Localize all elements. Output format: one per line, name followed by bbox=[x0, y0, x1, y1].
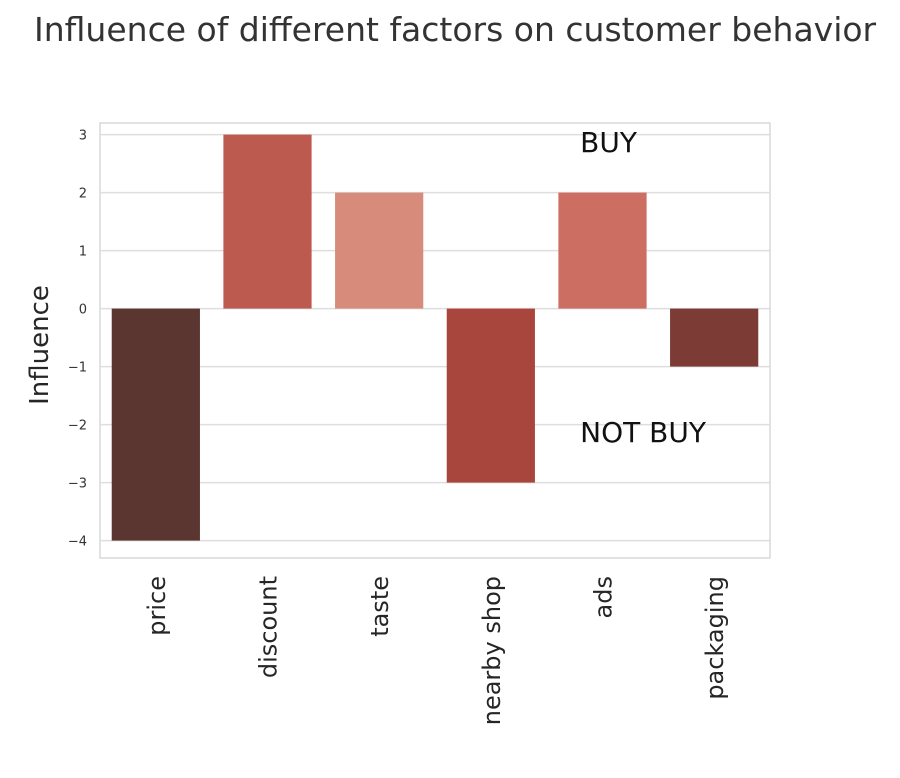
y-tick-label: −4 bbox=[68, 535, 87, 550]
x-tick-label: packaging bbox=[701, 576, 729, 700]
y-tick-label: 3 bbox=[79, 129, 87, 144]
y-tick-label: 2 bbox=[79, 187, 87, 202]
bar-taste bbox=[335, 192, 424, 309]
y-tick-label: −2 bbox=[68, 419, 87, 434]
y-tick-label: −1 bbox=[68, 361, 87, 376]
y-axis-label: Influence bbox=[25, 285, 55, 405]
x-tick-labels: price discount taste nearby shop ads packagin… bbox=[143, 576, 729, 725]
x-tick-label: taste bbox=[366, 576, 394, 637]
bar-price bbox=[111, 308, 200, 541]
bar-discount bbox=[223, 134, 312, 309]
annotations: BUY NOT BUY bbox=[580, 126, 707, 449]
annotation-not-buy: NOT BUY bbox=[580, 416, 707, 449]
x-tick-label: nearby shop bbox=[478, 576, 506, 725]
chart-title: Influence of different factors on custom… bbox=[34, 10, 877, 49]
gridlines bbox=[100, 133, 770, 542]
y-tick-labels: 3 2 1 0 −1 −2 −3 −4 bbox=[68, 129, 87, 550]
plot-area bbox=[99, 122, 771, 559]
x-tick-label: price bbox=[143, 576, 171, 636]
bar-packaging bbox=[670, 308, 759, 367]
annotation-buy: BUY bbox=[580, 126, 638, 159]
bar-ads bbox=[558, 192, 647, 309]
bars bbox=[111, 134, 759, 541]
y-tick-label: −3 bbox=[68, 477, 87, 492]
y-tick-label: 0 bbox=[79, 303, 87, 318]
y-tick-label: 1 bbox=[79, 245, 87, 260]
x-tick-label: ads bbox=[590, 576, 618, 618]
bar-nearby-shop bbox=[446, 308, 535, 483]
x-tick-label: discount bbox=[255, 576, 283, 678]
